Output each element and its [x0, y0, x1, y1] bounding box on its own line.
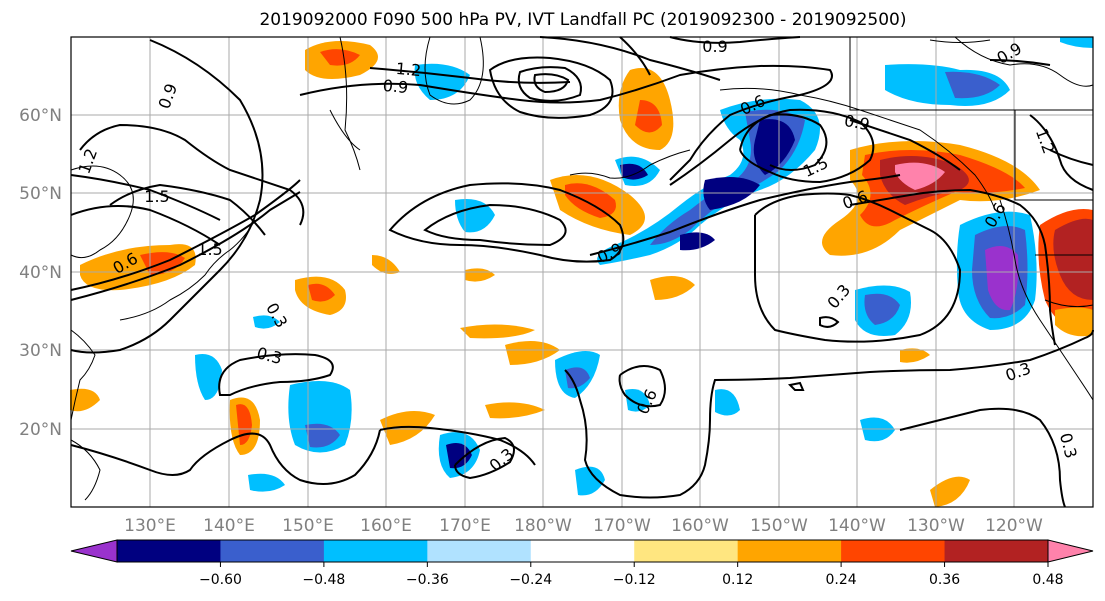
colorbar-tick-label: 0.36 — [929, 572, 960, 588]
shade-positive-region — [635, 100, 662, 133]
lon-tick-label: 180°W — [514, 516, 572, 536]
shade-negative-region — [864, 293, 900, 325]
shade-positive-region — [460, 324, 535, 339]
shade-negative-region — [715, 389, 740, 416]
shade-negative-region — [753, 119, 795, 175]
shade-positive-region — [895, 162, 945, 190]
colorbar-segment — [427, 540, 532, 562]
shade-positive-region — [650, 276, 695, 300]
colorbar-outline — [116, 539, 1049, 563]
colorbar-segment — [117, 540, 221, 562]
map-panel: 0.9 1.2 0.9 1.2 1.5 1.5 0.6 0.3 0.3 0.9 … — [70, 36, 1094, 508]
lon-tick-label: 130°W — [907, 516, 965, 536]
coastlines — [70, 36, 1094, 501]
shade-negative-region — [248, 473, 285, 492]
graticule — [71, 37, 1093, 507]
colorbar-tick-label: 0.12 — [722, 572, 753, 588]
contour-label: 1.5 — [144, 187, 169, 206]
lon-tick-label: 130°E — [124, 516, 176, 536]
lat-tick-label: 40°N — [19, 263, 62, 283]
shade-positive-region — [565, 183, 616, 218]
colorbar-segment — [944, 540, 1049, 562]
colorbar-tick-label: 0.24 — [826, 572, 857, 588]
contour-label: 0.9 — [702, 37, 727, 56]
lon-tick-label: 150°E — [282, 516, 334, 536]
lat-tick-label: 60°N — [19, 106, 62, 126]
shade-negative-region — [985, 246, 1019, 311]
shade-positive-region — [320, 49, 360, 66]
colorbar-tick-label: −0.48 — [302, 572, 345, 588]
colorbar-tick-label: −0.36 — [406, 572, 449, 588]
colorbar-tick-label: −0.12 — [613, 572, 656, 588]
lon-tick-label: 170°W — [593, 516, 651, 536]
shade-positive-region — [505, 341, 560, 365]
shade-negative-region — [945, 71, 1000, 99]
shade-positive-region — [1055, 307, 1093, 337]
shade-negative-region — [575, 466, 605, 496]
shade-positive-region — [380, 411, 435, 445]
lat-tick-label: 50°N — [19, 184, 62, 204]
shade-positive-region — [900, 348, 930, 363]
colorbar-segment — [323, 540, 428, 562]
lon-tick-label: 170°E — [439, 516, 491, 536]
lon-tick-label: 160°W — [671, 516, 729, 536]
map-title: 2019092000 F090 500 hPa PV, IVT Landfall… — [259, 10, 906, 30]
lon-tick-label: 150°W — [750, 516, 808, 536]
lat-tick-label: 30°N — [19, 341, 62, 361]
colorbar-extend-min — [70, 539, 118, 563]
colorbar-tick-label: 0.48 — [1032, 572, 1063, 588]
lon-tick-label: 140°E — [203, 516, 255, 536]
lon-tick-label: 160°E — [360, 516, 412, 536]
lat-tick-label: 20°N — [19, 420, 62, 440]
colorbar-segment — [634, 540, 739, 562]
contour-label: 1.5 — [197, 240, 222, 259]
contour-label: 0.9 — [382, 76, 409, 97]
shade-positive-region — [930, 476, 970, 507]
latitude-labels: 60°N 50°N 40°N 30°N 20°N — [19, 106, 62, 440]
map-frame — [70, 36, 1094, 508]
shade-negative-region — [620, 163, 648, 180]
colorbar-segment — [737, 540, 842, 562]
longitude-labels: 130°E 140°E 150°E 160°E 170°E 180°W 170°… — [124, 516, 1043, 536]
contour-label: 0.9 — [843, 111, 871, 134]
shade-positive-region — [70, 388, 100, 412]
lon-tick-label: 140°W — [828, 516, 886, 536]
colorbar-segment — [220, 540, 325, 562]
colorbar: −0.60 −0.48 −0.36 −0.24 −0.12 0.12 0.24 0.36 0.4… — [70, 539, 1094, 588]
colorbar-tick-label: −0.24 — [509, 572, 552, 588]
shade-negative-region — [565, 367, 590, 389]
colorbar-extend-max — [1047, 539, 1094, 563]
contour-label: 1.2 — [395, 59, 422, 80]
lon-tick-label: 120°W — [985, 516, 1043, 536]
colorbar-segment — [841, 540, 946, 562]
shade-positive-region — [308, 283, 335, 302]
shade-positive-region — [485, 402, 545, 419]
colorbar-segment — [530, 540, 635, 562]
shade-positive-region — [1053, 218, 1093, 300]
shade-negative-region — [680, 232, 715, 251]
colorbar-tick-label: −0.60 — [199, 572, 242, 588]
pv-contours — [70, 36, 1094, 508]
shade-negative-region — [305, 423, 340, 448]
shade-negative-region — [195, 354, 222, 400]
shade-negative-region — [1060, 37, 1093, 48]
shade-negative-region — [253, 315, 280, 329]
